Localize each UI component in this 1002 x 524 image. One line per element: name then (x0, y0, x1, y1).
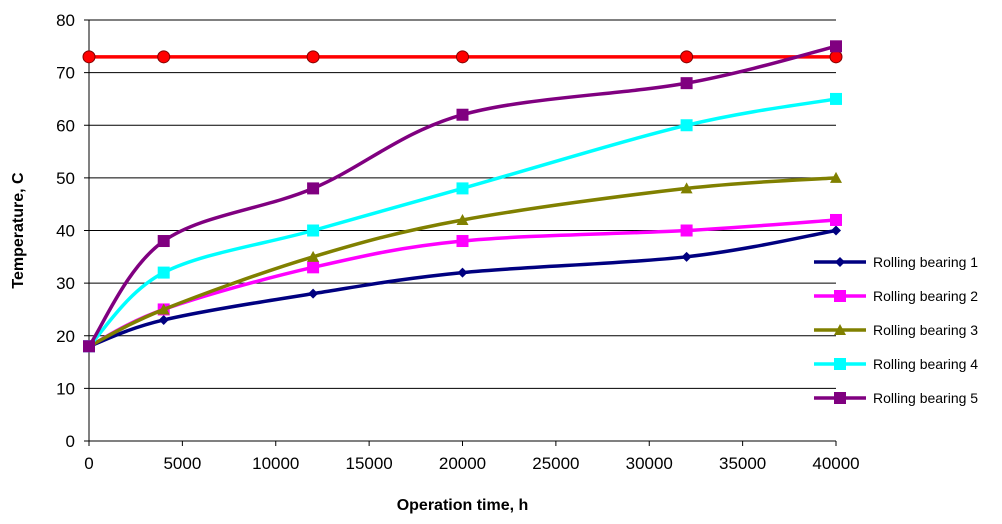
series-2 (84, 225, 841, 352)
y-axis-title: Temperature, C (10, 172, 27, 289)
legend-item: Rolling bearing 1 (814, 254, 978, 270)
x-tick-label: 15000 (345, 454, 392, 473)
data-point (456, 235, 469, 248)
x-tick-label: 30000 (626, 454, 673, 473)
series-line (88, 228, 837, 348)
series-1 (82, 50, 843, 64)
series-line (87, 44, 837, 348)
data-point (680, 182, 693, 194)
series-6 (83, 40, 842, 353)
data-point (680, 224, 693, 237)
data-point (457, 267, 468, 278)
legend-marker (834, 290, 846, 302)
legend-item: Rolling bearing 3 (814, 322, 978, 338)
legend-item: Rolling bearing 2 (814, 288, 978, 304)
legend-item: Rolling bearing 5 (814, 390, 978, 406)
x-tick-label: 10000 (252, 454, 299, 473)
legend-marker (834, 324, 846, 335)
grid-lines (89, 19, 836, 389)
legend-marker (834, 358, 846, 370)
series-4 (83, 171, 842, 352)
y-tick-label: 30 (56, 274, 75, 293)
x-tick-label: 40000 (812, 454, 859, 473)
y-tick-label: 80 (56, 11, 75, 30)
x-axis-title: Operation time, h (397, 497, 529, 514)
data-point (157, 50, 171, 64)
data-point (307, 261, 320, 274)
data-point (456, 108, 469, 121)
y-tick-label: 20 (56, 327, 75, 346)
data-point (830, 171, 842, 183)
legend: Rolling bearing 1 Rolling bearing 2 Rollin… (814, 254, 978, 406)
x-tick-label: 0 (84, 454, 93, 473)
legend-label: Rolling bearing 2 (873, 288, 978, 304)
y-tick-label: 50 (56, 169, 75, 188)
data-point (829, 50, 843, 64)
y-tick-label: 70 (56, 64, 75, 83)
data-point (157, 235, 170, 248)
data-point (830, 40, 842, 53)
data-point (306, 50, 320, 64)
data-point (680, 50, 694, 64)
tick-labels: 0 10 20 30 40 50 60 70 80 0 5000 10000 15000 20000 250… (56, 11, 860, 473)
data-point (830, 213, 842, 226)
y-tick-label: 60 (56, 116, 75, 135)
data-point (307, 224, 320, 237)
y-tick-label: 10 (56, 379, 75, 398)
data-point (680, 119, 693, 132)
series-line (88, 176, 837, 348)
legend-label: Rolling bearing 1 (873, 254, 978, 270)
x-tick-label: 20000 (439, 454, 486, 473)
x-tick-label: 25000 (532, 454, 579, 473)
data-point (456, 50, 469, 64)
legend-item: Rolling bearing 4 (814, 356, 978, 372)
data-point (831, 225, 841, 236)
series-5 (83, 92, 842, 353)
x-tick-label: 35000 (719, 454, 766, 473)
data-point (456, 213, 469, 225)
data-point (307, 250, 320, 262)
data-point (308, 288, 319, 299)
series-lines (82, 40, 843, 353)
data-point (456, 182, 469, 195)
data-point (680, 77, 693, 90)
legend-marker (835, 257, 845, 267)
y-tick-label: 0 (66, 432, 75, 451)
data-point (158, 314, 169, 325)
legend-label: Rolling bearing 5 (873, 390, 978, 406)
legend-marker (834, 392, 846, 404)
legend-label: Rolling bearing 4 (873, 356, 978, 372)
data-point (157, 266, 170, 279)
y-tick-label: 40 (56, 222, 75, 241)
x-tick-label: 5000 (163, 454, 201, 473)
data-point (681, 251, 692, 262)
data-point (82, 50, 96, 64)
data-point (830, 92, 842, 105)
data-point (307, 182, 320, 195)
data-point (157, 303, 170, 315)
legend-label: Rolling bearing 3 (873, 322, 978, 338)
data-point (83, 340, 95, 353)
